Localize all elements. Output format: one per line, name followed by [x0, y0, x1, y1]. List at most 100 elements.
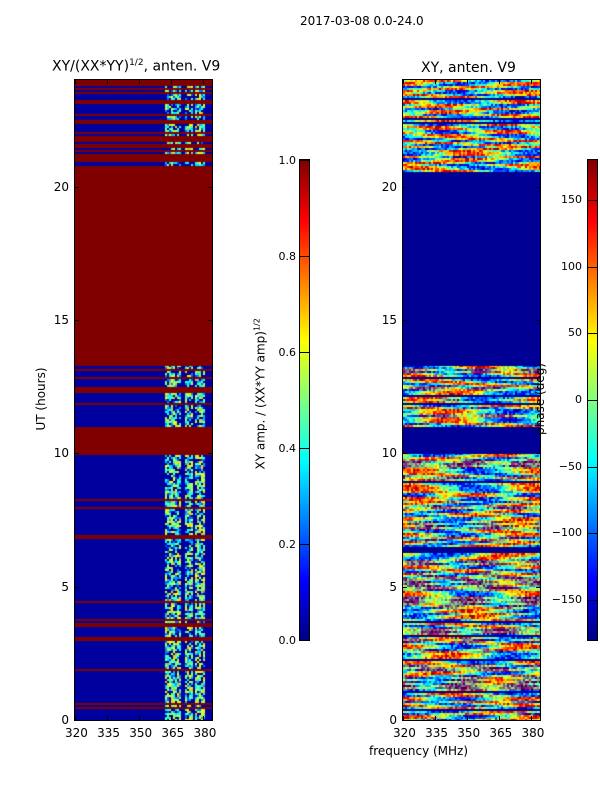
y-tick-mark	[208, 453, 212, 455]
x-tick-mark	[203, 80, 205, 84]
y-tick-label: 20	[53, 179, 69, 194]
colorbar-tick-label: 0.6	[278, 346, 297, 359]
colorbar-tick-label: −100	[551, 526, 582, 540]
y-tick-label: 10	[53, 446, 69, 461]
phase-colorbar-frame	[587, 159, 598, 641]
colorbar-tick-label: 0.0	[278, 634, 297, 647]
left-title: XY/(XX*YY)1/2, anten. V9	[52, 58, 221, 75]
y-tick-mark	[208, 586, 212, 588]
phase-colorbar-label: phase (deg)	[533, 363, 547, 436]
y-tick-label: 20	[381, 179, 397, 194]
x-tick-mark	[75, 80, 76, 84]
colorbar-tick-mark	[588, 400, 597, 401]
x-tick-label: 380	[521, 726, 545, 740]
x-tick-mark	[403, 80, 404, 84]
y-tick-mark	[403, 186, 407, 188]
colorbar-tick-mark	[300, 544, 309, 545]
colorbar-tick-mark	[300, 448, 309, 449]
y-tick-label: 5	[61, 579, 69, 594]
x-tick-mark	[403, 716, 404, 720]
x-tick-mark	[467, 80, 469, 84]
x-tick-label: 350	[457, 726, 481, 740]
colorbar-tick-mark	[588, 533, 597, 535]
x-tick-mark	[499, 716, 501, 720]
colorbar-tick-label: 1.0	[278, 154, 297, 167]
suptitle: 2017-03-08 0.0-24.0	[300, 14, 424, 28]
colorbar-tick-label: 50	[568, 326, 582, 340]
amplitude-heatmap	[75, 80, 212, 720]
x-tick-mark	[139, 716, 141, 720]
y-tick-label: 0	[389, 713, 397, 727]
colorbar-tick-mark	[300, 256, 309, 257]
y-tick-mark	[208, 720, 212, 721]
x-tick-mark	[75, 716, 76, 720]
x-tick-label: 350	[129, 726, 153, 740]
colorbar-tick-mark	[300, 352, 309, 353]
right-axes-frame	[402, 79, 541, 721]
y-tick-mark	[536, 586, 540, 588]
x-label: frequency (MHz)	[369, 744, 469, 758]
x-tick-label: 365	[489, 726, 513, 740]
x-tick-mark	[531, 716, 533, 720]
colorbar-tick-mark	[588, 333, 597, 335]
y-tick-mark	[75, 586, 79, 588]
amplitude-colorbar	[300, 160, 309, 640]
y-tick-mark	[403, 720, 407, 721]
x-tick-mark	[107, 716, 109, 720]
colorbar-tick-label: 0	[575, 393, 582, 406]
y-tick-mark	[403, 586, 407, 588]
x-tick-mark	[435, 716, 437, 720]
x-tick-label: 380	[193, 726, 217, 740]
x-tick-mark	[171, 80, 173, 84]
x-tick-label: 365	[161, 726, 185, 740]
x-tick-mark	[107, 80, 109, 84]
amplitude-colorbar-frame	[299, 159, 310, 641]
left-y-label: UT (hours)	[34, 367, 48, 431]
colorbar-tick-mark	[588, 266, 597, 268]
y-tick-mark	[403, 320, 407, 321]
colorbar-tick-label: 0.2	[278, 538, 297, 551]
x-tick-mark	[467, 716, 469, 720]
y-tick-mark	[536, 186, 540, 188]
x-tick-mark	[171, 716, 173, 720]
colorbar-tick-mark	[300, 160, 309, 161]
right-title: XY, anten. V9	[421, 60, 516, 76]
colorbar-tick-label: 0.8	[278, 250, 297, 263]
y-tick-mark	[536, 320, 540, 321]
y-tick-mark	[208, 320, 212, 321]
y-tick-label: 5	[389, 579, 397, 594]
colorbar-tick-label: −150	[551, 593, 582, 606]
colorbar-tick-mark	[588, 600, 597, 601]
y-tick-mark	[75, 720, 79, 721]
y-tick-label: 0	[61, 713, 69, 727]
colorbar-tick-label: 100	[561, 259, 582, 273]
y-tick-label: 15	[381, 313, 397, 327]
phase-heatmap	[403, 80, 540, 720]
x-tick-mark	[435, 80, 437, 84]
y-tick-mark	[208, 186, 212, 188]
colorbar-tick-label: 0.4	[278, 442, 297, 455]
colorbar-tick-mark	[588, 200, 597, 201]
colorbar-tick-label: −50	[558, 459, 582, 473]
left-axes-frame	[74, 79, 213, 721]
x-tick-mark	[139, 80, 141, 84]
y-tick-label: 10	[381, 446, 397, 461]
x-tick-label: 320	[393, 726, 416, 740]
x-tick-mark	[531, 80, 533, 84]
amplitude-colorbar-label: XY amp. / (XX*YY amp)1/2	[252, 318, 268, 470]
colorbar-tick-mark	[300, 640, 309, 641]
y-tick-mark	[75, 186, 79, 188]
x-tick-label: 320	[65, 726, 88, 740]
x-tick-label: 335	[425, 726, 449, 740]
y-tick-mark	[536, 720, 540, 721]
x-tick-mark	[203, 716, 205, 720]
y-tick-mark	[75, 320, 79, 321]
y-tick-mark	[75, 453, 79, 455]
colorbar-tick-label: 150	[561, 193, 582, 206]
y-tick-mark	[536, 453, 540, 455]
colorbar-tick-mark	[588, 466, 597, 468]
y-tick-mark	[403, 453, 407, 455]
x-tick-mark	[499, 80, 501, 84]
x-tick-label: 335	[97, 726, 121, 740]
